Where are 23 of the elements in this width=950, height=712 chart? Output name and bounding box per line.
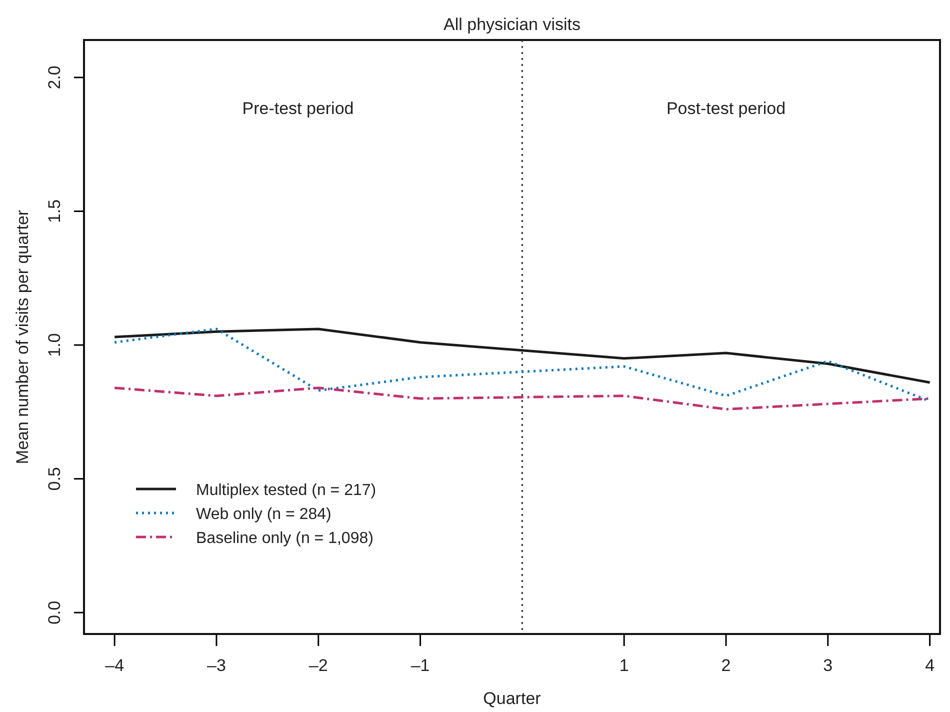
annotation: Pre-test period: [242, 99, 354, 118]
chart-title: All physician visits: [444, 15, 580, 34]
y-tick-label: 1.0: [45, 333, 64, 357]
x-tick-label: –1: [410, 656, 430, 676]
legend-label: Multiplex tested (n = 217): [196, 482, 376, 499]
y-tick-label: 0.5: [45, 466, 64, 491]
annotation: Post-test period: [666, 99, 786, 118]
x-axis-title: Quarter: [483, 689, 542, 708]
x-tick-label: 2: [721, 656, 731, 676]
x-tick-label: 4: [925, 656, 935, 676]
x-tick-label: –3: [207, 656, 226, 676]
line-series: [113, 386, 932, 410]
legend-label: Web only (n = 284): [196, 506, 332, 523]
y-tick-label: 2.0: [45, 66, 64, 90]
legend-label: Baseline only (n = 1,098): [196, 530, 374, 547]
x-tick-label: –4: [105, 656, 124, 676]
x-tick-label: 3: [823, 656, 833, 676]
x-tick-label: –2: [308, 656, 328, 676]
y-tick-label: 1.5: [45, 199, 64, 224]
y-tick-label: 0.0: [45, 600, 64, 624]
y-axis-title: Mean number of visits per quarter: [13, 210, 32, 464]
x-tick-label: 1: [619, 656, 629, 676]
line-series: [113, 328, 932, 384]
